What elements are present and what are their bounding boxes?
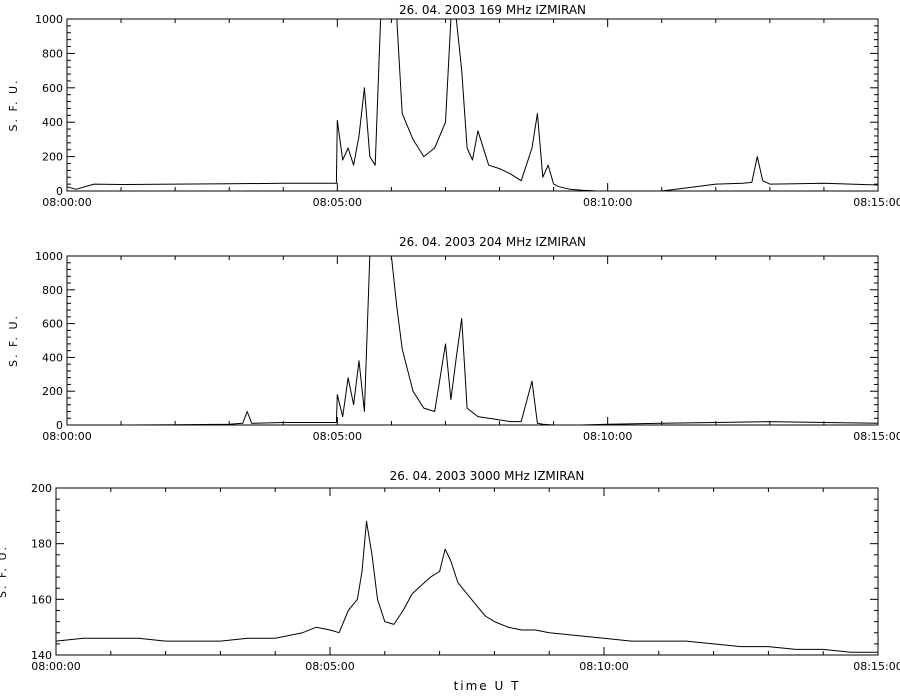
x-tick-label: 08:00:00 [31,660,80,673]
chart-panel-3: 26. 04. 2003 3000 MHz IZMIRAN S. F. U. tim… [0,469,900,693]
plot-frame [66,18,879,192]
y-axis-label: S. F. U. [7,314,20,367]
series-line-1 [67,255,879,426]
chart-title: 26. 04. 2003 169 MHz IZMIRAN [399,3,586,17]
y-tick-label: 600 [42,318,63,331]
x-tick-label: 08:15:00 [853,430,900,443]
x-tick-label: 08:00:00 [42,430,91,443]
y-tick-label: 200 [31,482,52,495]
y-tick-label: 800 [42,284,63,297]
y-tick-label: 400 [42,351,63,364]
series-line-1 [66,18,879,192]
plot-frame [66,255,879,426]
chart-panel-2: 26. 04. 2003 204 MHz IZMIRAN S. F. U. 08:0… [7,235,900,443]
x-axis-label: time U T [454,679,521,693]
y-tick-label: 0 [56,419,63,432]
y-tick-label: 160 [31,593,52,606]
x-tick-label: 08:10:00 [583,430,632,443]
y-tick-label: 600 [42,82,63,95]
y-tick-label: 140 [31,649,52,662]
chart-title: 26. 04. 2003 204 MHz IZMIRAN [399,235,586,249]
y-tick-label: 0 [56,185,63,198]
x-tick-label: 08:10:00 [579,660,628,673]
x-tick-label: 08:05:00 [313,196,362,209]
plot-frame [55,487,879,656]
y-tick-label: 200 [42,385,63,398]
y-tick-label: 400 [42,116,63,129]
x-tick-label: 08:15:00 [853,196,900,209]
x-tick-label: 08:10:00 [583,196,632,209]
y-tick-label: 1000 [35,13,63,26]
y-tick-label: 1000 [35,250,63,263]
x-tick-label: 08:05:00 [305,660,354,673]
y-tick-label: 180 [31,538,52,551]
y-axis-label: S. F. U. [7,78,20,131]
chart-panel-1: 26. 04. 2003 169 MHz IZMIRAN S. F. U. 08:0… [7,3,900,209]
x-tick-label: 08:05:00 [313,430,362,443]
chart-title: 26. 04. 2003 3000 MHz IZMIRAN [390,469,585,483]
y-tick-label: 200 [42,151,63,164]
x-tick-label: 08:15:00 [853,660,900,673]
x-tick-label: 08:00:00 [42,196,91,209]
series-line-1 [55,520,878,653]
y-axis-label: S. F. U. [0,545,9,598]
y-tick-label: 800 [42,47,63,60]
